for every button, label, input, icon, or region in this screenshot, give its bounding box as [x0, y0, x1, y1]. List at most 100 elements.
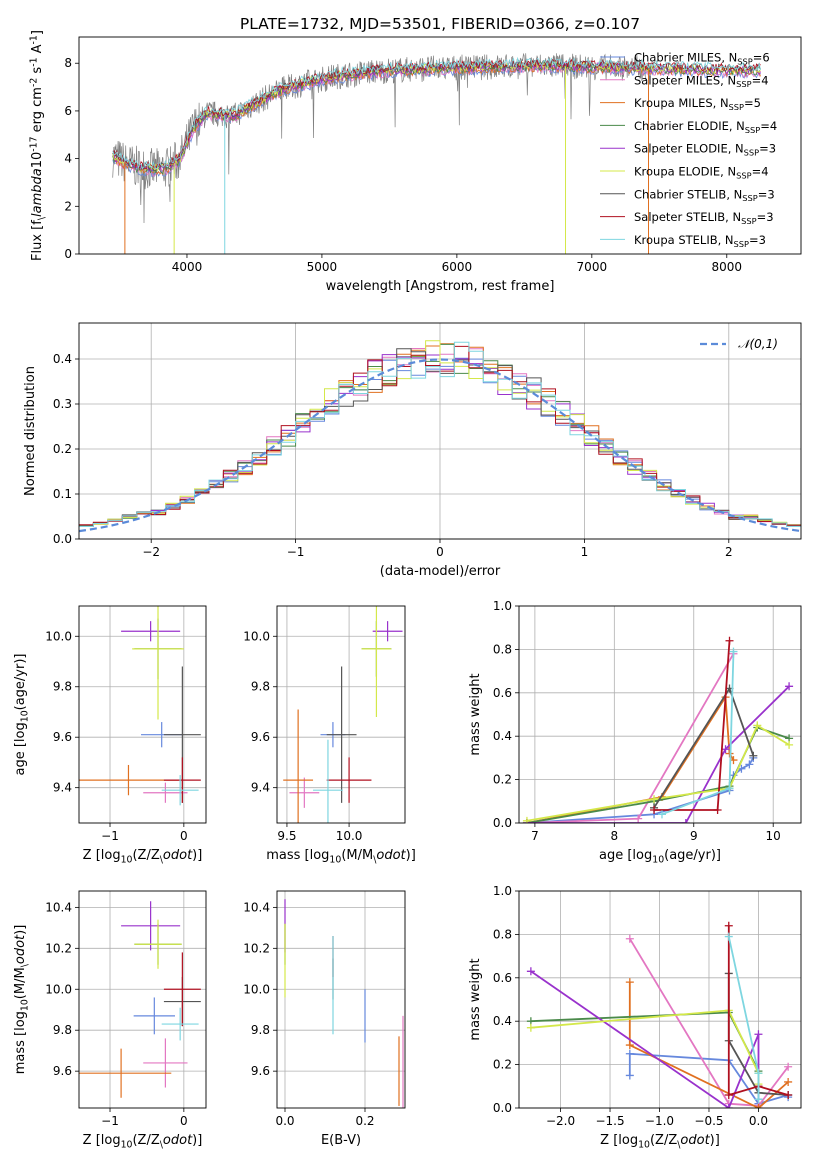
error-point-4: [121, 621, 181, 642]
spectrum-legend: Chabrier MILES, NSSP=6 Salpeter MILES, NS…: [600, 51, 777, 249]
y-tick-label: 0.2: [53, 442, 72, 456]
residual-histogram-8: [79, 341, 801, 527]
weight-marker: [745, 760, 754, 769]
x-tick-label: 0: [436, 545, 444, 559]
error-point-1: [143, 782, 188, 803]
residuals-axes: −2 −1 0 1 2 0.0 0.1 0.2 0.3 0.4 (data-model)/error…: [23, 322, 802, 579]
x-tick-label: 8: [611, 829, 619, 843]
x-tick-label: −1: [287, 545, 305, 559]
weight-series-1: [522, 649, 738, 823]
weight-marker: [681, 819, 690, 823]
y-tick-label: 10.0: [45, 982, 72, 996]
model-spectrum-8: [112, 56, 761, 170]
y-tick-label: 8: [64, 56, 72, 70]
error-point-4: [121, 901, 181, 951]
axes-frame: [78, 890, 207, 1109]
x-axis-label: age [log10(age/yr)]: [599, 848, 721, 865]
weight-marker: [634, 814, 643, 823]
residuals-plot-area: [79, 340, 801, 533]
weight-marker: [724, 1104, 733, 1108]
x-tick-label: 4000: [172, 260, 203, 274]
y-tick-label: 0.2: [493, 1058, 512, 1072]
y-tick-label: 9.6: [53, 730, 72, 744]
legend-label-4: Salpeter ELODIE, NSSP=3: [634, 142, 776, 158]
y-tick-label: 9.6: [53, 1064, 72, 1078]
error-point-5: [132, 606, 184, 720]
weight-line: [526, 694, 735, 823]
x-axis-label: E(B-V): [321, 1133, 361, 1148]
mass_weight_vs_Z-plot-area: [526, 921, 793, 1108]
x-tick-label: 0: [180, 1114, 188, 1128]
x-tick-label: 8000: [712, 260, 743, 274]
y-tick-label: 0.1: [53, 487, 72, 501]
y-axis-label: Flux [f\lambda10-17 erg cm-2 s-1 A-1]: [28, 30, 47, 261]
y-tick-label: 6: [64, 104, 72, 118]
y-tick-label: 10.0: [45, 629, 72, 643]
y-tick-label: 10.0: [243, 982, 270, 996]
axes-frame: [78, 605, 207, 824]
mass_vs_ebv-axes: 0.0 0.2 9.6 9.8 10.0 10.2 10.4 E(B-V): [243, 890, 406, 1148]
y-tick-label: 9.6: [251, 730, 270, 744]
y-axis-label: mass [log10(M/M\odot)]: [13, 925, 30, 1075]
weight-marker: [749, 751, 758, 760]
y-tick-label: 9.8: [251, 1023, 270, 1037]
weight-series-2: [625, 978, 793, 1108]
mass_vs_Z-axes: −1 0 9.6 9.8 10.0 10.2 10.4 Z [log10(Z/Z\odot)]…: [13, 890, 207, 1150]
mass_weight_vs_age-plot-area: [522, 636, 794, 823]
legend-label-7: Salpeter STELIB, NSSP=3: [634, 210, 774, 226]
y-tick-label: 0.2: [493, 773, 512, 787]
error-point-2: [283, 709, 314, 823]
gaussian-curve: [79, 358, 801, 533]
axes-frame: [78, 322, 802, 540]
age_vs_Z-plot-area: [79, 606, 201, 806]
error-point-1: [143, 1038, 188, 1088]
x-tick-label: 0: [180, 829, 188, 843]
x-tick-label: 0.0: [749, 1114, 768, 1128]
error-point-8: [161, 775, 199, 806]
y-tick-label: 1.0: [493, 884, 512, 898]
legend-label-1: Salpeter MILES, NSSP=4: [634, 73, 769, 89]
legend-label-5: Kroupa ELODIE, NSSP=4: [634, 165, 769, 181]
weight-line: [727, 925, 789, 1097]
age_vs_mass-axes: 9.5 10.0 9.4 9.6 9.8 10.0 mass [log10(M/M\odot…: [243, 605, 416, 865]
weight-marker: [526, 1023, 535, 1032]
weight-marker: [725, 636, 734, 645]
spectrum-axes: 4000 5000 6000 7000 8000 0 2 4 6 8 wavelength [Ang…: [28, 30, 802, 294]
x-tick-label: 10: [766, 829, 781, 843]
x-tick-label: 10.0: [336, 829, 363, 843]
x-axis-label: mass [log10(M/M\odot)]: [266, 848, 416, 865]
x-tick-label: −1.0: [645, 1114, 674, 1128]
x-tick-label: 0.0: [275, 1114, 294, 1128]
x-tick-label: −2: [142, 545, 160, 559]
weight-line: [526, 724, 790, 822]
error-point-5: [134, 919, 182, 969]
y-tick-label: 9.8: [53, 1023, 72, 1037]
axes-frame: [78, 36, 802, 255]
legend-label-3: Chabrier ELODIE, NSSP=4: [634, 119, 777, 135]
weight-marker: [724, 921, 733, 930]
weight-line: [526, 653, 735, 823]
x-tick-label: 5000: [307, 260, 338, 274]
y-tick-label: 10.2: [45, 941, 72, 955]
y-tick-label: 9.4: [53, 781, 72, 795]
weight-marker: [625, 934, 634, 943]
weight-marker: [650, 805, 659, 814]
y-tick-label: 0.0: [53, 532, 72, 546]
weight-line: [526, 685, 790, 823]
x-axis-label: Z [log10(Z/Z\odot)]: [83, 1133, 203, 1150]
legend-label-8: Kroupa STELIB, NSSP=3: [634, 233, 766, 249]
y-tick-label: 0.4: [53, 352, 72, 366]
model-spectrum-5: [112, 60, 761, 173]
legend-label-6: Chabrier STELIB, NSSP=3: [634, 187, 775, 203]
weight-marker: [785, 740, 794, 749]
x-tick-label: 0.2: [355, 1114, 374, 1128]
y-tick-label: 9.8: [53, 680, 72, 694]
error-point-8: [161, 1007, 199, 1041]
weight-marker: [526, 967, 535, 976]
x-tick-label: −0.5: [694, 1114, 723, 1128]
x-tick-label: −1: [101, 1114, 119, 1128]
y-tick-label: 10.4: [45, 900, 72, 914]
weight-marker: [625, 978, 634, 987]
y-tick-label: 9.4: [251, 781, 270, 795]
